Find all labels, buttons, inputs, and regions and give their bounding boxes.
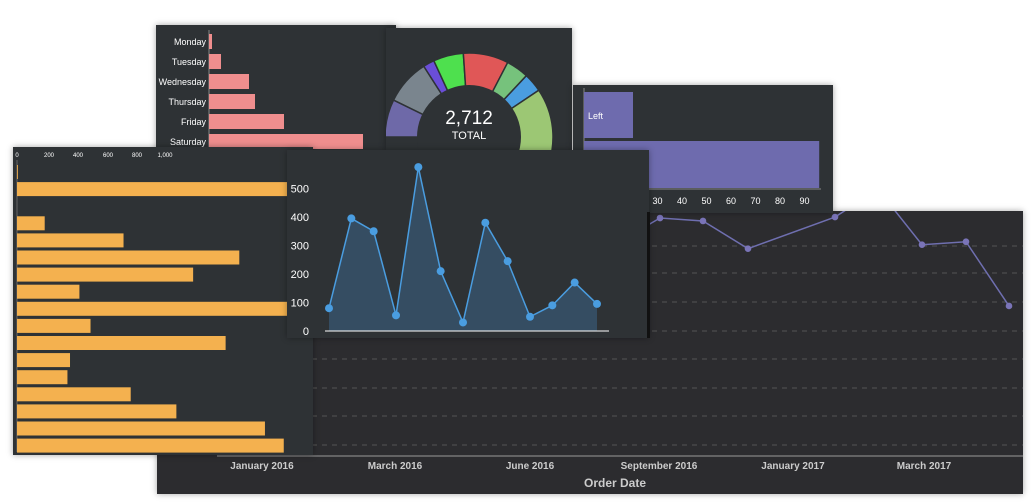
donut-chart: 2,712 TOTAL — [384, 52, 554, 221]
donut-center-label: TOTAL — [452, 130, 486, 142]
y-tick-label: 200 — [291, 269, 309, 281]
bar — [17, 284, 80, 299]
data-point — [918, 241, 926, 248]
x-tick-label: June 2016 — [506, 461, 555, 472]
data-point — [526, 312, 534, 321]
data-point — [744, 245, 752, 252]
bar — [17, 233, 124, 248]
donut-panel: 2,712 TOTAL — [384, 28, 572, 221]
y-tick-label: 400 — [291, 212, 309, 224]
bar — [209, 54, 221, 69]
x-tick-label: 50 — [701, 196, 711, 206]
data-point — [436, 267, 445, 276]
data-point — [570, 278, 579, 287]
bar — [17, 438, 284, 453]
x-tick-label: 600 — [103, 153, 114, 159]
bar — [209, 134, 363, 149]
data-point — [347, 214, 356, 223]
bar — [17, 353, 71, 368]
x-tick-label: 40 — [677, 196, 687, 206]
category-label: Wednesday — [159, 77, 207, 87]
data-point — [962, 238, 970, 246]
bar — [17, 216, 45, 231]
data-point — [699, 217, 707, 225]
data-point — [1005, 302, 1013, 310]
y-tick-label: 0 — [303, 326, 309, 338]
y-tick-label: 100 — [291, 298, 309, 310]
x-tick-label: 0 — [15, 153, 19, 159]
data-point — [369, 227, 378, 236]
x-tick-label: 30 — [652, 196, 662, 206]
y-tick-label: 500 — [291, 184, 309, 196]
x-tick-label: March 2016 — [368, 461, 423, 472]
x-tick-label: 400 — [73, 153, 84, 159]
orange-bar-panel: 0 200 400 600 800 1,000 — [13, 147, 313, 455]
x-tick-label: 1,000 — [157, 153, 173, 159]
orange-bar-chart: 0 200 400 600 800 1,000 — [15, 153, 289, 453]
bar — [17, 182, 289, 197]
x-tick-label: 60 — [726, 196, 736, 206]
bar — [209, 94, 255, 109]
bar — [17, 370, 68, 385]
category-label: Monday — [174, 37, 207, 47]
category-label: Friday — [181, 117, 207, 127]
data-point — [503, 257, 512, 266]
category-label: Saturday — [170, 137, 207, 147]
bar — [209, 74, 249, 89]
x-tick-label: September 2016 — [621, 461, 698, 472]
left-new-panel: LeftNew0102030405060708090 — [573, 85, 833, 213]
x-tick-label: 70 — [750, 196, 760, 206]
y-tick-label: 300 — [291, 241, 309, 253]
x-tick-label: 800 — [132, 153, 143, 159]
data-point — [414, 163, 423, 172]
x-tick-label: March 2017 — [897, 461, 952, 472]
category-label: Left — [588, 111, 604, 121]
x-tick-label: January 2017 — [761, 461, 825, 472]
data-point — [656, 214, 664, 222]
category-label: Tuesday — [172, 57, 207, 67]
data-point — [593, 299, 601, 308]
data-point — [459, 318, 467, 327]
donut-center-value: 2,712 — [445, 108, 493, 129]
bar — [17, 318, 91, 333]
area-panel: 0 100 200 300 400 500 — [287, 150, 649, 338]
bar — [584, 92, 633, 138]
data-point — [831, 213, 839, 221]
bar — [209, 114, 284, 129]
x-tick-label: January 2016 — [230, 461, 294, 472]
data-point — [548, 301, 557, 310]
data-point — [481, 218, 490, 227]
area-fill — [329, 167, 597, 331]
category-label: Thursday — [168, 97, 206, 107]
bar — [17, 336, 226, 350]
bar — [17, 387, 131, 402]
bar — [209, 34, 212, 49]
x-axis-label: Order Date — [584, 476, 646, 490]
panel-divider — [647, 212, 650, 338]
bar — [17, 250, 240, 265]
bar — [17, 301, 289, 316]
x-tick-label: 90 — [799, 196, 809, 206]
area-chart: 0 100 200 300 400 500 — [291, 163, 609, 338]
bar — [17, 421, 265, 436]
data-point — [392, 311, 400, 320]
bar — [17, 267, 194, 282]
x-tick-label: 200 — [44, 153, 55, 159]
bar — [17, 165, 18, 179]
bar — [17, 404, 177, 419]
data-point — [325, 304, 333, 313]
x-tick-label: 80 — [775, 196, 785, 206]
